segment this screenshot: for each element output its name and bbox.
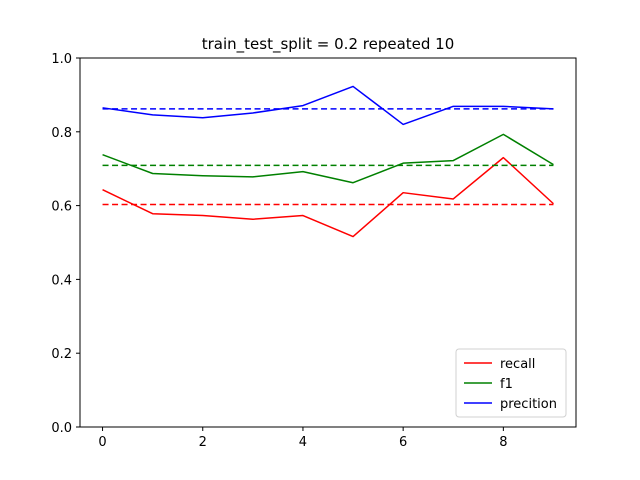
x-tick-label: 6: [399, 435, 407, 450]
axes-frame: [79, 57, 577, 428]
x-tick-label: 0: [98, 435, 106, 450]
legend-box: [455, 348, 567, 418]
legend-label-precition: precition: [500, 397, 557, 412]
x-tick-label: 8: [499, 435, 507, 450]
y-tick-label: 0.0: [51, 421, 72, 436]
x-tick-label: 2: [199, 435, 207, 450]
series-line-f1: [102, 133, 554, 184]
y-tick-label: 0.2: [51, 347, 72, 362]
x-tick-label: 4: [299, 435, 307, 450]
y-tick-label: 0.6: [51, 200, 72, 215]
y-tick-label: 0.4: [51, 273, 72, 288]
series-line-recall: [102, 156, 554, 238]
legend-label-recall: recall: [500, 357, 535, 372]
chart-title: train_test_split = 0.2 repeated 10: [202, 35, 455, 54]
legend-label-f1: f1: [500, 377, 513, 392]
series-line-precition: [102, 85, 554, 126]
y-tick-label: 0.8: [51, 126, 72, 141]
y-tick-label: 1.0: [51, 52, 72, 67]
plot-area: 0 2 4 6 8 0.0 0.2 0.4 0.6 0.8 1.0 recall f1 precition: [51, 52, 577, 450]
legend: recall f1 precition: [455, 348, 567, 418]
